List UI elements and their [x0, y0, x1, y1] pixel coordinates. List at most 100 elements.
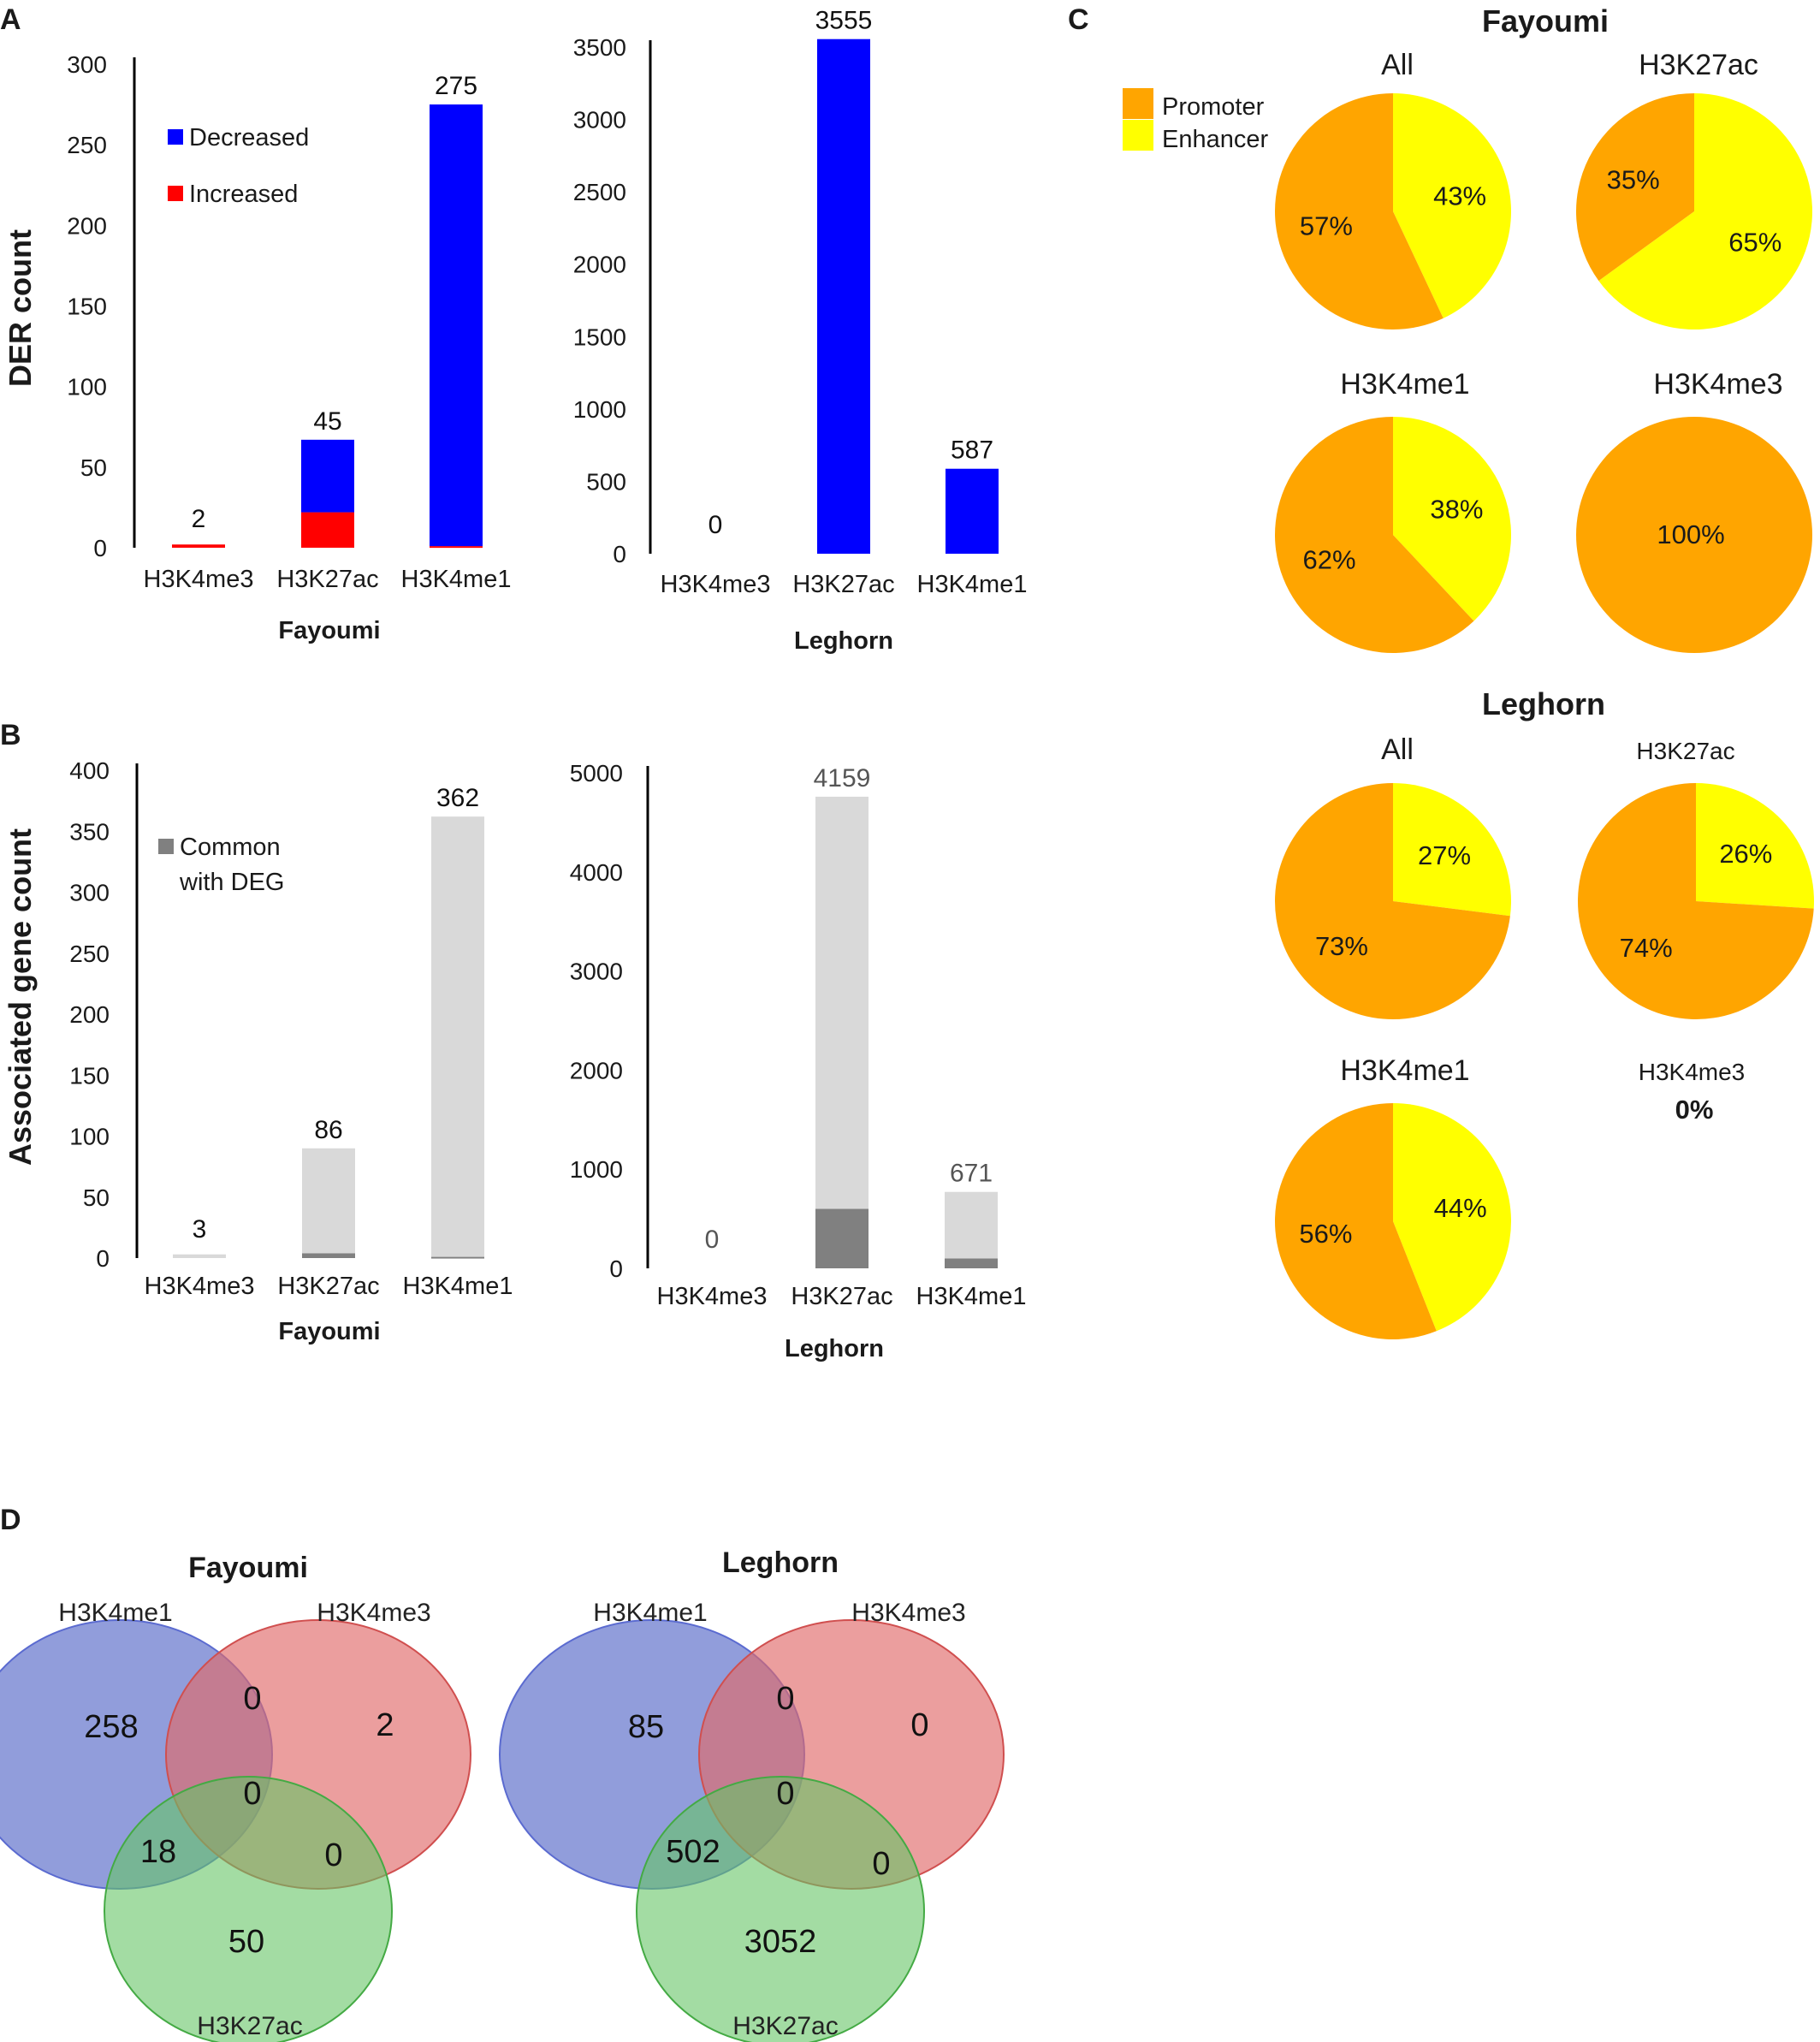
venn-circle-h3k27ac: [636, 1776, 925, 2042]
bar-decreased: [430, 104, 483, 547]
data-label: 86: [314, 1116, 342, 1144]
y-tick-label: 1500: [573, 324, 626, 350]
venn-count-only-me1: 258: [84, 1709, 138, 1745]
legend-swatch-promoter: [1123, 88, 1153, 119]
pie-slice-label: 38%: [1430, 495, 1483, 525]
venn-set-label: H3K4me3: [317, 1599, 430, 1627]
pie-slice-label: 62%: [1303, 544, 1356, 574]
pie-slice-label: 57%: [1300, 211, 1353, 240]
venn-count-me1-me3: 0: [776, 1681, 794, 1717]
y-tick-label: 3000: [570, 959, 623, 985]
venn-count-all: 0: [243, 1776, 261, 1812]
bar-common-with-deg: [815, 1208, 869, 1268]
chart-a-leghorn: 0 500 1000 1500 2000 2500 3000 3500 0 H3K4me3 3555…: [573, 7, 1028, 655]
data-label: 362: [436, 784, 479, 812]
pie-title: H3K4me3: [1653, 368, 1782, 401]
pie-slice-promoter: [1275, 783, 1510, 1020]
y-tick-label: 2500: [573, 179, 626, 205]
venn-count-only-me3: 2: [376, 1707, 394, 1743]
x-tick-label: H3K4me1: [916, 1283, 1027, 1310]
legend-label-promoter: Promoter: [1162, 93, 1265, 121]
venn-count-me3-ac: 0: [872, 1846, 890, 1882]
panel-letter-b: B: [0, 719, 21, 751]
bar-other: [431, 816, 484, 1257]
pie-group-title: Fayoumi: [1482, 3, 1609, 39]
venn-count-me1-me3: 0: [243, 1681, 261, 1717]
pie-slice-label: 0%: [1675, 1095, 1714, 1125]
pie-title: H3K4me3: [1639, 1059, 1746, 1085]
bar-common-with-deg: [945, 1258, 998, 1268]
venn-circle-h3k27ac: [104, 1776, 393, 2042]
y-tick-label: 100: [69, 1124, 110, 1150]
x-axis-label: Fayoumi: [278, 617, 380, 644]
legend-label-decreased: Decreased: [189, 124, 309, 151]
pie-slice-label: 27%: [1418, 840, 1471, 870]
chart-a-fayoumi: 0 50 100 150 200 250 300 2 H3K4me3 45 H3K27ac 275 H3…: [0, 3, 511, 644]
panel-letter-a: A: [0, 3, 21, 36]
data-label: 0: [705, 1226, 720, 1254]
pie-group-title: Leghorn: [1482, 686, 1605, 721]
y-tick-label: 50: [83, 1184, 110, 1211]
bar-decreased: [946, 468, 999, 554]
x-tick-label: H3K4me1: [401, 566, 512, 593]
chart-d-venn: D Fayoumi H3K4me1 H3K4me3 H3K27ac 258 2 50 0 18 0 0…: [0, 1504, 1005, 2042]
y-tick-label: 250: [69, 941, 110, 967]
chart-b-leghorn: 0 1000 2000 3000 4000 5000 0 H3K4me3 4159 H3K27ac…: [570, 760, 1027, 1362]
data-label: 2: [192, 505, 206, 533]
y-tick-label: 2000: [570, 1057, 623, 1083]
pie-slice-label: 65%: [1728, 227, 1781, 257]
y-tick-label: 150: [69, 1062, 110, 1089]
x-tick-label: H3K4me1: [917, 571, 1028, 598]
y-tick-label: 250: [67, 132, 107, 158]
venn-count-me3-ac: 0: [324, 1837, 342, 1873]
venn-title: Leghorn: [722, 1546, 839, 1579]
legend-swatch-common: [158, 839, 174, 854]
legend-label-increased: Increased: [189, 181, 298, 208]
pie-slice-promoter: [1275, 417, 1474, 653]
y-tick-label: 3500: [573, 34, 626, 61]
bar-other: [815, 796, 869, 1209]
pie-slice-label: 44%: [1434, 1193, 1487, 1223]
y-axis-label: DER count: [3, 229, 38, 387]
venn-count-all: 0: [776, 1776, 794, 1812]
venn-count-only-ac: 50: [228, 1924, 264, 1960]
x-axis-label: Fayoumi: [278, 1318, 380, 1345]
pie-slice-label: 43%: [1433, 181, 1486, 211]
bar-other: [302, 1148, 355, 1254]
data-label: 671: [950, 1160, 993, 1188]
x-tick-label: H3K4me3: [657, 1283, 768, 1310]
legend-label-common: Common: [180, 834, 281, 861]
pie-slice-promoter: [1274, 93, 1444, 329]
venn-title: Fayoumi: [188, 1552, 308, 1584]
y-tick-label: 200: [67, 212, 107, 239]
pie-slice-label: 35%: [1607, 165, 1660, 195]
x-axis-label: Leghorn: [785, 1335, 884, 1362]
chart-c-pies: C Promoter Enhancer Fayoumi All 57% 43% H3K27ac…: [1068, 3, 1815, 1339]
venn-set-label: H3K4me1: [58, 1599, 172, 1627]
venn-count-me1-ac: 502: [666, 1834, 720, 1870]
bar-increased: [301, 512, 354, 548]
venn-set-label: H3K27ac: [197, 2012, 302, 2040]
legend-swatch-increased: [168, 186, 183, 201]
venn-count-me1-ac: 18: [140, 1834, 176, 1870]
pie-slice-label: 56%: [1299, 1219, 1352, 1249]
pie-slice-promoter: [1576, 417, 1812, 653]
pie-slice-label: 26%: [1719, 839, 1772, 869]
bar-common-with-deg: [431, 1256, 484, 1259]
pie-title: All: [1381, 733, 1414, 766]
x-tick-label: H3K4me3: [145, 1273, 255, 1300]
pie-slice-enhancer: [1393, 93, 1512, 318]
y-tick-label: 300: [69, 880, 110, 906]
y-tick-label: 5000: [570, 760, 623, 787]
venn-set-label: H3K4me1: [593, 1599, 707, 1627]
y-tick-label: 4000: [570, 859, 623, 886]
venn-count-only-me3: 0: [910, 1707, 928, 1743]
pie-slice-enhancer: [1696, 783, 1815, 909]
y-tick-label: 0: [609, 1255, 623, 1282]
bar-increased: [172, 544, 225, 548]
pie-slice-enhancer: [1393, 783, 1511, 917]
y-tick-label: 50: [80, 454, 107, 481]
x-tick-label: H3K27ac: [277, 1273, 379, 1300]
pie-title: H3K27ac: [1636, 738, 1734, 764]
